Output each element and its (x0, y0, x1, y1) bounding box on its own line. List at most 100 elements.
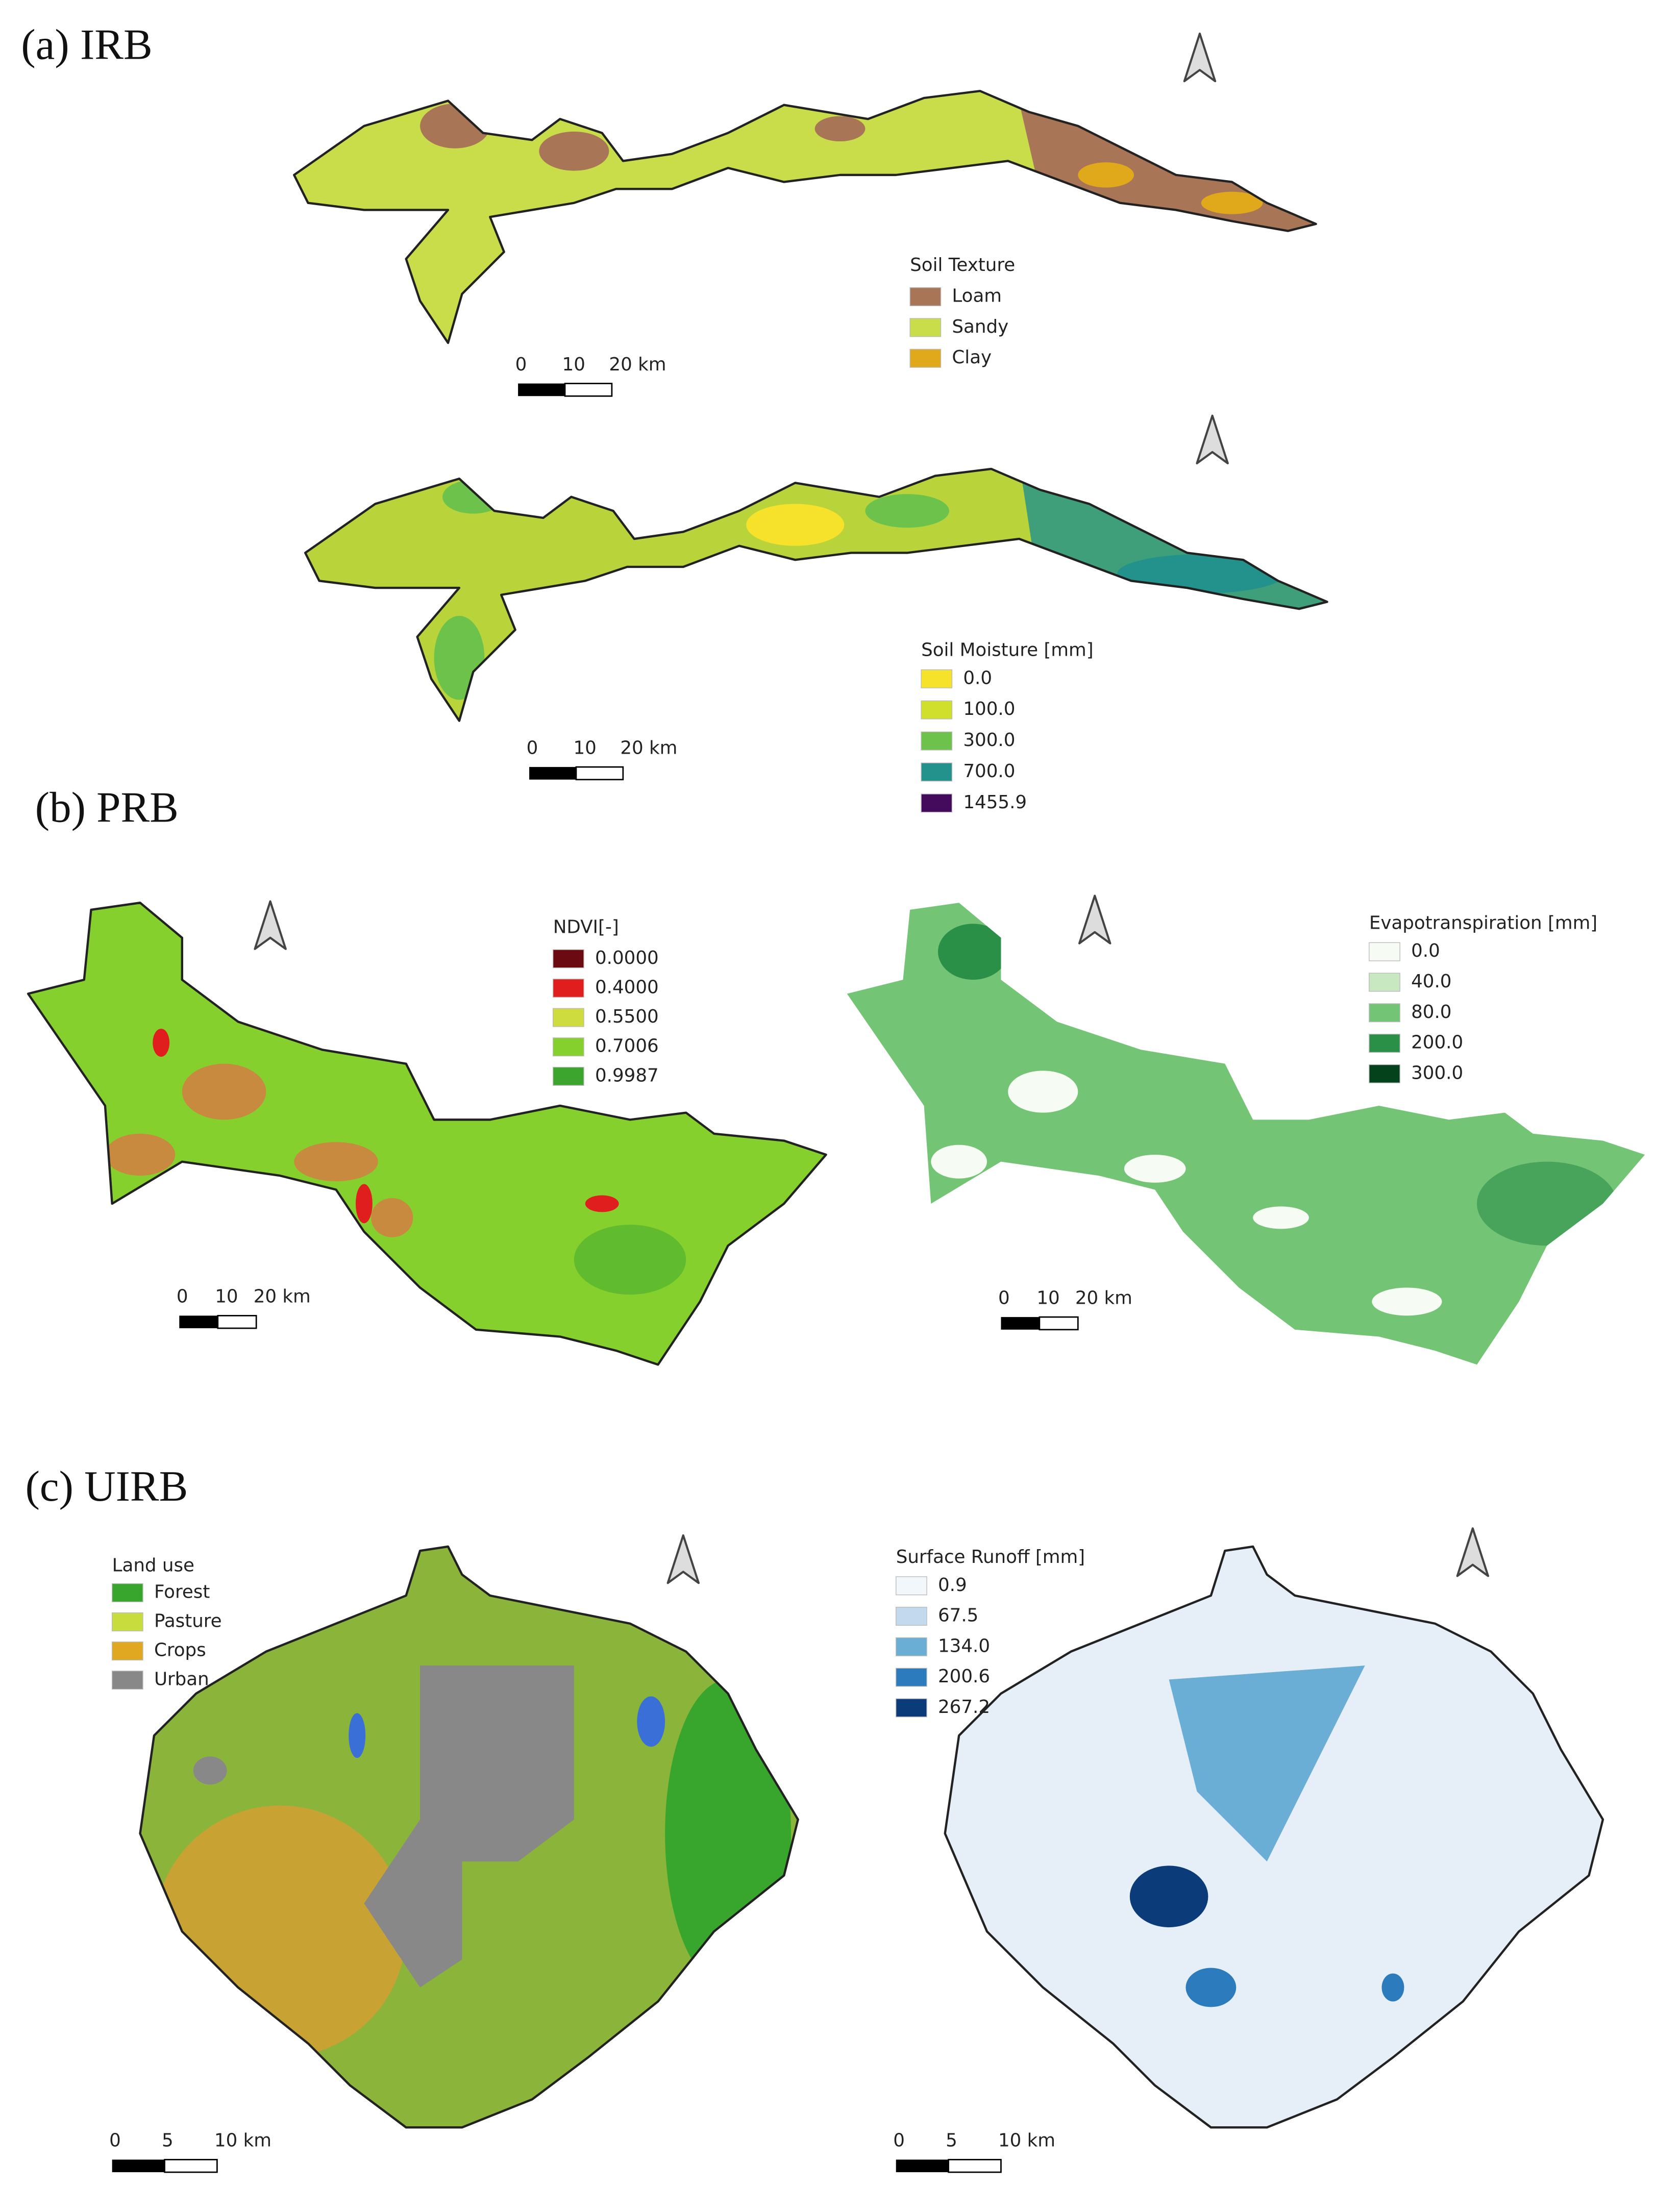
legend-label: 100.0 (963, 699, 1015, 719)
legend-swatch (909, 318, 942, 337)
legend-label: Urban (154, 1669, 209, 1690)
legend-label: 200.6 (938, 1666, 990, 1687)
scale-bar-white (948, 2159, 1002, 2173)
legend-label: 80.0 (1411, 1002, 1451, 1023)
scale-label: 20 km (609, 354, 666, 375)
legend-title: Evapotranspiration [mm] (1369, 912, 1597, 933)
scale-label: 10 (215, 1286, 238, 1307)
legend-label: Crops (154, 1640, 206, 1661)
legend-swatch (111, 1583, 143, 1603)
scale-bar-white (217, 1315, 257, 1329)
north-arrow (1456, 1527, 1490, 1577)
legend-swatch (896, 1698, 927, 1718)
scale-label: 0 (177, 1286, 188, 1307)
legend-label: 300.0 (963, 730, 1015, 751)
legend-label: Pasture (154, 1611, 222, 1632)
legend-swatch (921, 731, 953, 751)
legend-swatch (553, 1037, 584, 1057)
scale-label: 5 (946, 2130, 957, 2151)
scale-label: 5 (162, 2130, 174, 2151)
legend-label: 267.2 (938, 1697, 990, 1718)
legend-label: 0.0 (1411, 940, 1440, 961)
north-arrow (1183, 32, 1217, 83)
scale-label: 0 (893, 2130, 905, 2151)
scale-label: 0 (515, 354, 527, 375)
legend-label: Loam (952, 286, 1002, 307)
legend-swatch (921, 700, 953, 719)
legend-label: 0.0000 (595, 948, 659, 968)
legend-title: Soil Moisture [mm] (921, 639, 1094, 660)
legend-title: NDVI[-] (553, 917, 619, 938)
north-arrow (1078, 894, 1111, 944)
legend-label: 0.0 (963, 667, 992, 688)
legend-label: 0.5500 (595, 1006, 659, 1027)
scale-label: 10 km (214, 2130, 271, 2151)
scale-bar-black (529, 767, 576, 780)
scale-bar-black (1001, 1317, 1040, 1330)
scale-bar-white (164, 2159, 218, 2173)
scale-label: 10 (1036, 1287, 1059, 1308)
scale-label: 10 (573, 737, 596, 758)
panel-label: (a) IRB (21, 21, 152, 69)
legend-label: 0.9 (938, 1575, 967, 1596)
legend-swatch (896, 1668, 927, 1687)
legend-label: 67.5 (938, 1605, 978, 1626)
legend-label: 1455.9 (963, 792, 1027, 813)
scale-bar-black (518, 383, 565, 396)
soil-texture-map (294, 84, 1330, 343)
legend-swatch (111, 1671, 143, 1690)
legend-title: Soil Texture (910, 255, 1015, 276)
evapotranspiration-map (847, 903, 1645, 1365)
legend-swatch (553, 979, 584, 998)
legend-swatch (921, 793, 953, 813)
scale-label: 10 (562, 354, 585, 375)
legend-swatch (1369, 1034, 1400, 1053)
legend-swatch (111, 1612, 143, 1632)
scale-label: 0 (998, 1287, 1010, 1308)
legend-swatch (1369, 1003, 1400, 1023)
legend-swatch (921, 669, 953, 688)
scale-label: 20 km (254, 1286, 311, 1307)
legend-swatch (553, 1066, 584, 1086)
legend-swatch (896, 1576, 927, 1596)
legend-label: 300.0 (1411, 1062, 1463, 1083)
legend-label: 0.9987 (595, 1065, 659, 1086)
scale-bar-white (564, 383, 613, 397)
legend-label: 0.7006 (595, 1036, 659, 1057)
north-arrow (1196, 414, 1229, 464)
north-arrow (666, 1534, 700, 1584)
scale-label: 0 (109, 2130, 121, 2151)
legend-swatch (553, 1008, 584, 1027)
legend-swatch (921, 762, 953, 782)
legend-label: 200.0 (1411, 1032, 1463, 1053)
surface-runoff-map (945, 1547, 1603, 2127)
panel-label: (b) PRB (35, 783, 179, 831)
ndvi-map (28, 903, 826, 1364)
legend-label: 0.4000 (595, 977, 659, 998)
legend-label: Forest (154, 1581, 210, 1602)
legend-swatch (909, 349, 942, 368)
scale-label: 20 km (1075, 1287, 1132, 1308)
soil-moisture-map (305, 462, 1341, 720)
legend-swatch (111, 1641, 143, 1661)
legend-label: 700.0 (963, 761, 1015, 782)
scale-label: 20 km (620, 737, 677, 758)
scale-bar-white (575, 766, 624, 781)
legend-label: 40.0 (1411, 971, 1451, 992)
legend-swatch (1369, 973, 1400, 992)
legend-label: 134.0 (938, 1635, 990, 1656)
legend-label: Sandy (952, 316, 1008, 337)
legend-swatch (1369, 1064, 1400, 1083)
scale-label: 10 km (998, 2130, 1055, 2151)
panel-label: (c) UIRB (26, 1462, 188, 1510)
north-arrow (254, 900, 287, 950)
legend-swatch (896, 1607, 927, 1626)
scale-label: 0 (527, 737, 538, 758)
legend-swatch (553, 949, 584, 968)
scale-bar-white (1039, 1316, 1079, 1331)
scale-bar-black (112, 2159, 165, 2173)
legend-label: Clay (952, 347, 992, 368)
legend-title: Land use (112, 1555, 194, 1576)
legend-swatch (909, 287, 942, 307)
